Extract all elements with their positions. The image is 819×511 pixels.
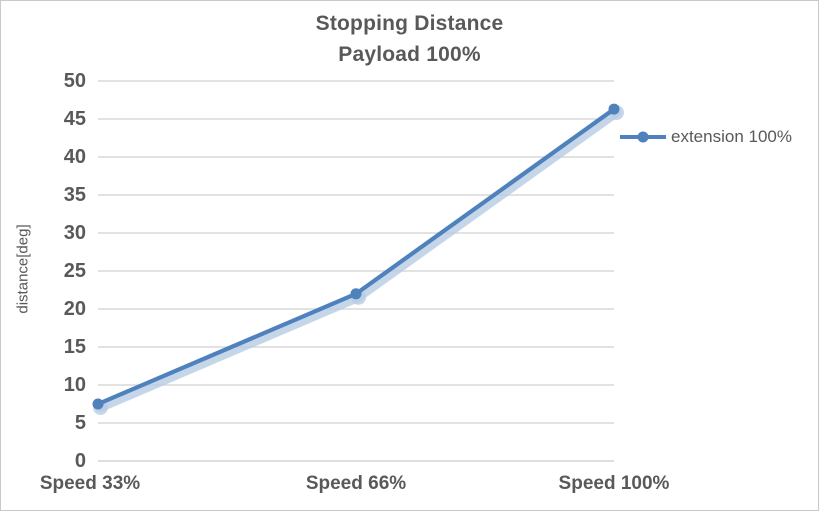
y-axis-tick-label: 30 [63, 222, 86, 244]
x-axis-tick-label: Speed 66% [305, 473, 407, 494]
y-axis-tick-label: 15 [63, 336, 86, 358]
data-point [92, 398, 104, 410]
y-axis-tick-label: 35 [63, 184, 86, 206]
chart-title-line1: Stopping Distance [315, 12, 504, 35]
y-axis-tick-label: 20 [63, 298, 86, 320]
legend-line-marker-icon [620, 131, 666, 143]
series-line [95, 107, 617, 407]
chart-title: Stopping Distance Payload 100% [1, 8, 818, 70]
data-point [608, 103, 620, 115]
y-axis-tick-label: 0 [74, 450, 86, 472]
data-point [350, 288, 362, 300]
legend-label: extension 100% [671, 127, 792, 146]
x-axis-tick-label: Speed 100% [558, 473, 670, 494]
legend: extension 100% [619, 127, 792, 147]
y-axis-tick-label: 5 [74, 412, 86, 434]
y-axis-tick-label: 45 [63, 108, 86, 130]
chart-title-line2: Payload 100% [338, 43, 481, 66]
y-axis-tick-label: 50 [63, 70, 86, 92]
x-axis-tick-label: Speed 33% [39, 473, 141, 494]
y-axis-tick-label: 10 [63, 374, 86, 396]
y-axis-tick-label: 25 [63, 260, 86, 282]
y-axis-tick-label: 40 [63, 146, 86, 168]
